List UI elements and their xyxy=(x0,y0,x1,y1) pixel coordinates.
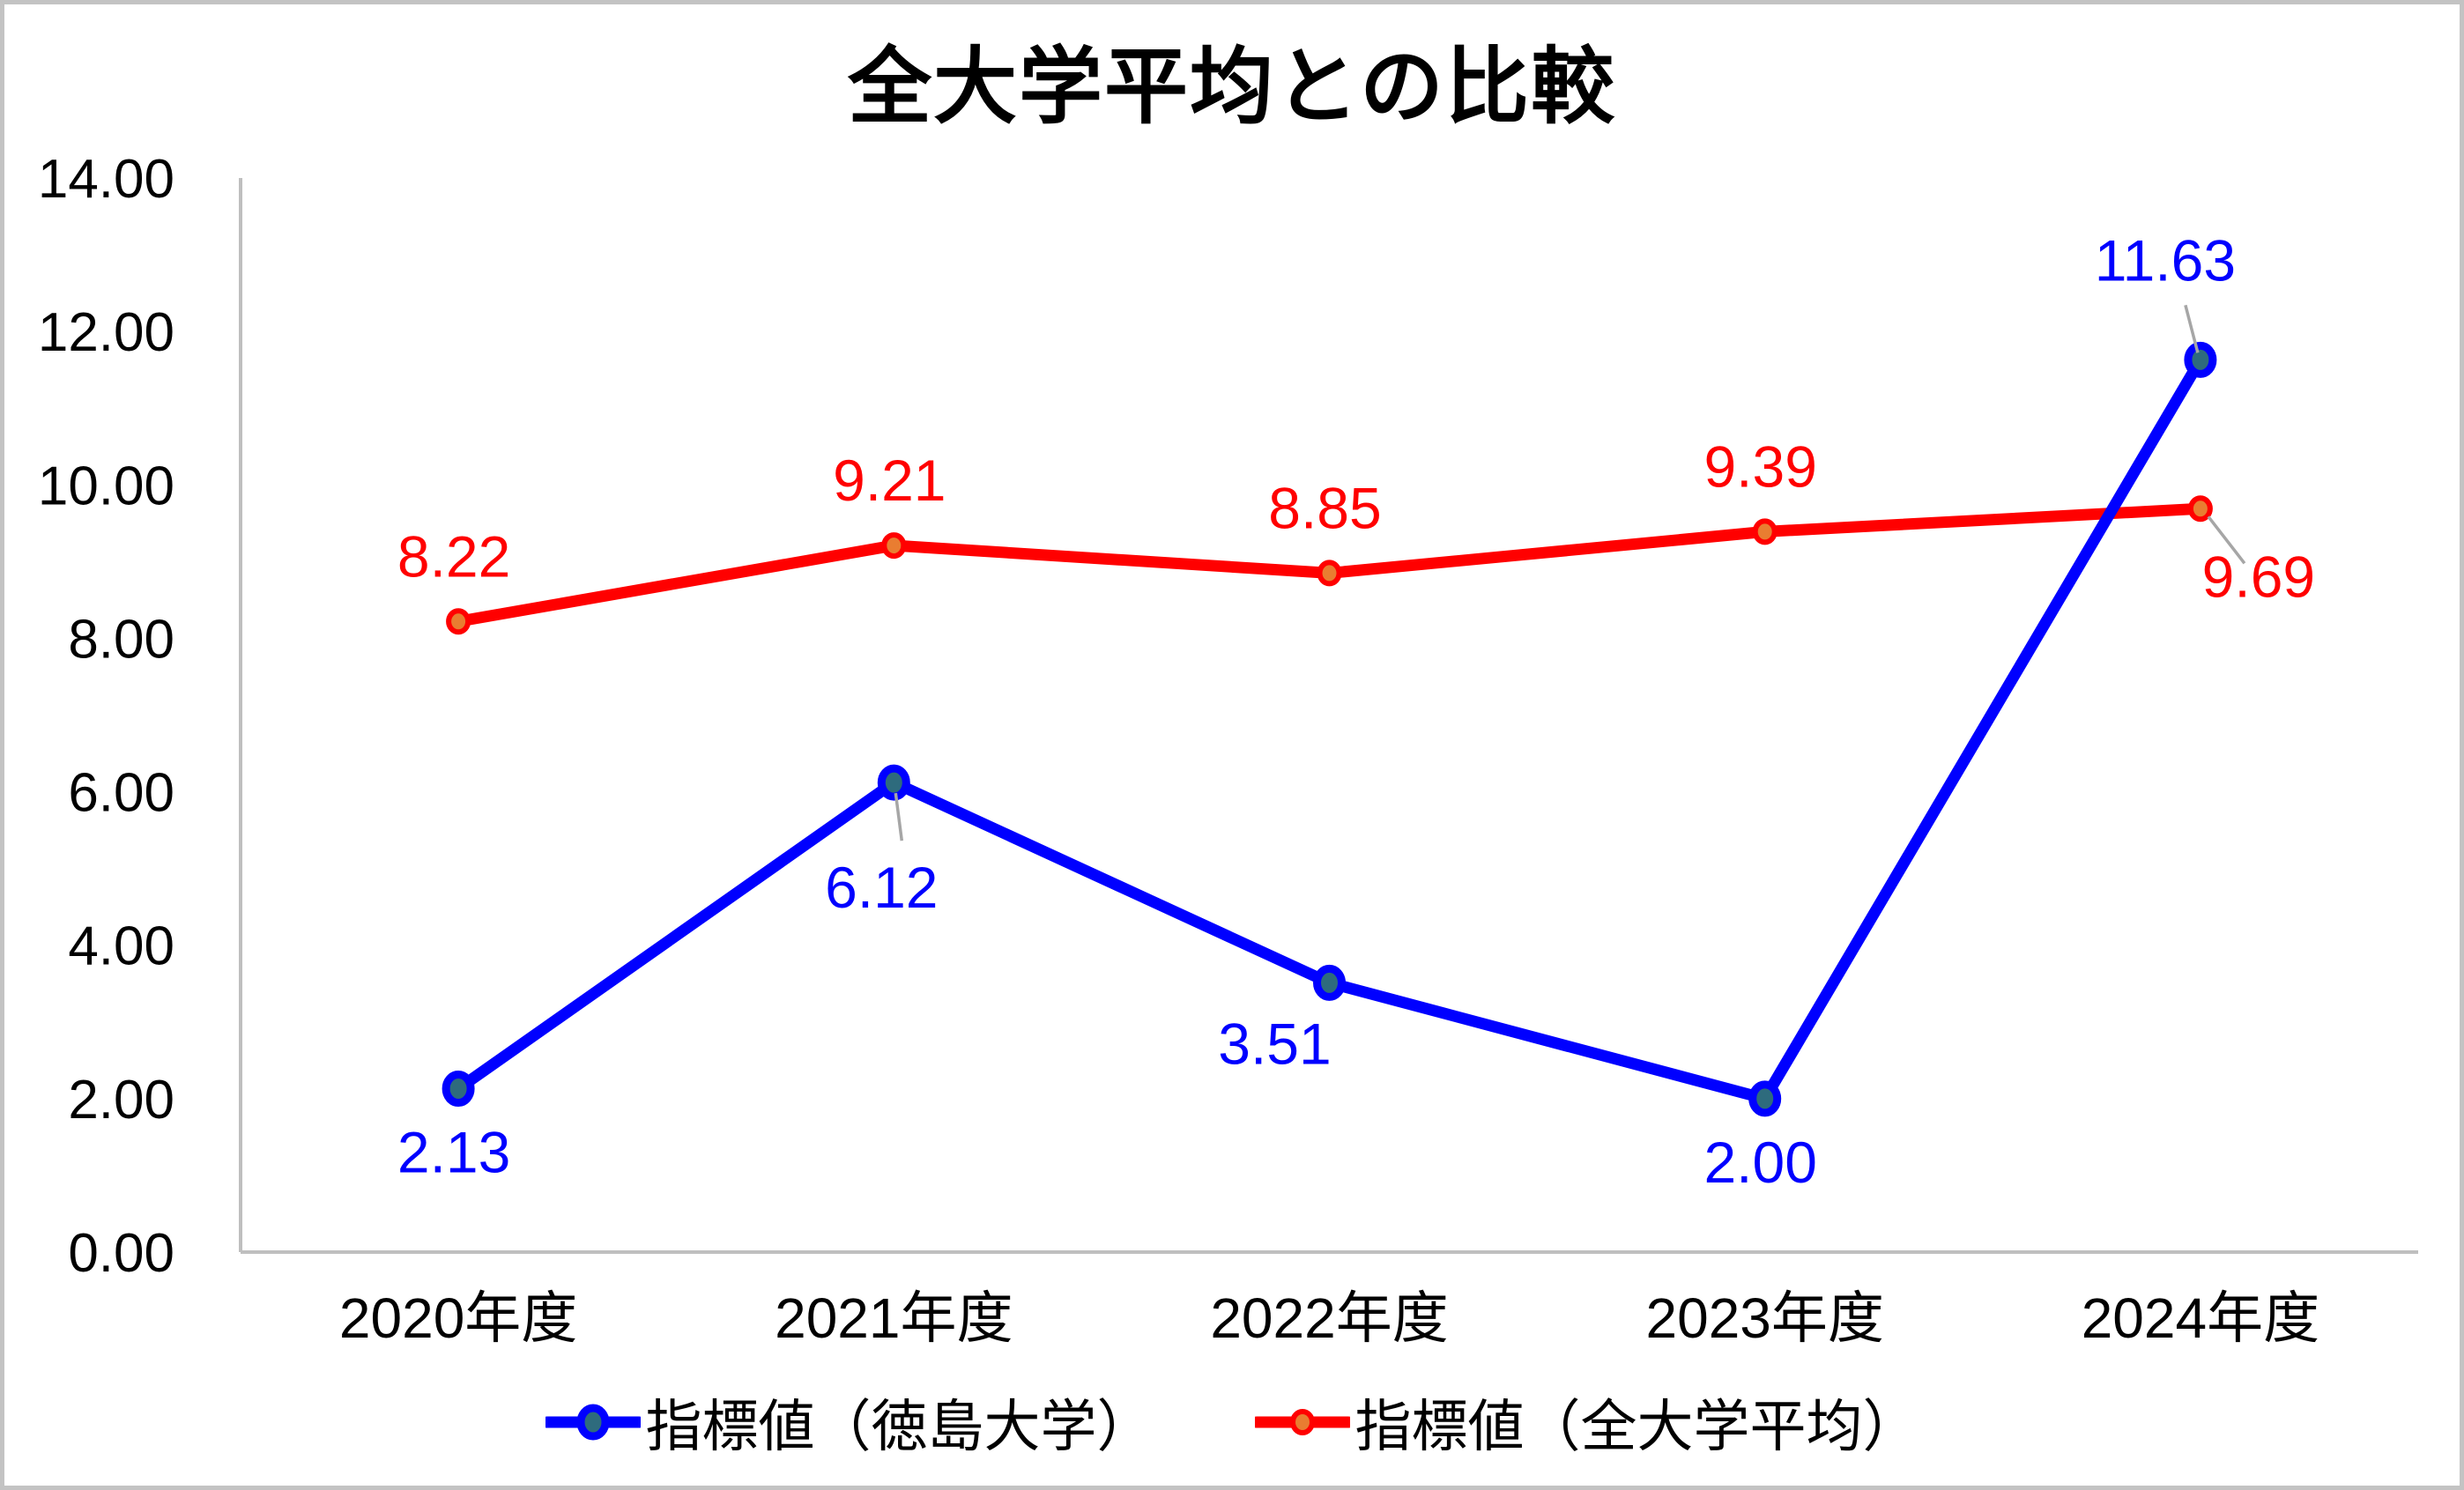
data-label: 9.69 xyxy=(2202,544,2315,609)
legend-item-tokushima: 指標値（徳島大学） xyxy=(545,1382,1154,1463)
legend-marker xyxy=(576,1404,609,1441)
data-label: 6.12 xyxy=(825,855,938,920)
data-point-marker xyxy=(2184,341,2217,378)
data-point-marker xyxy=(2187,495,2213,523)
data-label: 8.22 xyxy=(397,523,510,589)
legend-label-tokushima: 指標値（徳島大学） xyxy=(645,1395,1154,1458)
data-label: 9.21 xyxy=(833,448,946,513)
y-tick-label: 14.00 xyxy=(38,149,174,210)
data-point-marker xyxy=(1317,560,1342,587)
data-point-marker xyxy=(446,608,471,635)
label-leader-line xyxy=(2207,515,2246,565)
label-leader-line xyxy=(2184,304,2200,353)
y-tick-label: 6.00 xyxy=(68,763,174,824)
data-label: 8.85 xyxy=(1268,475,1381,540)
data-point-marker xyxy=(881,532,907,560)
data-point-marker xyxy=(1313,964,1346,1001)
legend-marker-zendaigaku-icon xyxy=(1254,1409,1350,1435)
label-leader-line xyxy=(894,792,904,841)
legend-item-zendaigaku: 指標値（全大学平均） xyxy=(1254,1382,1919,1463)
legend: 指標値（徳島大学） 指標値（全大学平均） xyxy=(0,1382,2464,1463)
x-category-label: 2022年度 xyxy=(1210,1286,1448,1350)
data-label: 3.51 xyxy=(1218,1011,1331,1076)
legend-label-zendaigaku: 指標値（全大学平均） xyxy=(1354,1395,1919,1458)
data-label: 11.63 xyxy=(2095,227,2236,293)
data-point-marker xyxy=(1752,518,1777,545)
data-label: 2.13 xyxy=(397,1120,510,1185)
y-tick-label: 8.00 xyxy=(68,609,174,670)
data-point-marker xyxy=(442,1071,475,1108)
y-tick-label: 0.00 xyxy=(68,1223,174,1284)
y-tick-label: 10.00 xyxy=(38,456,174,516)
x-category-label: 2023年度 xyxy=(1646,1286,1884,1350)
y-tick-label: 4.00 xyxy=(68,916,174,977)
data-label: 9.39 xyxy=(1703,434,1816,499)
legend-marker xyxy=(1289,1409,1315,1435)
data-point-marker xyxy=(877,764,910,801)
legend-marker-tokushima-icon xyxy=(545,1404,641,1441)
data-point-marker xyxy=(1748,1080,1782,1117)
y-tick-label: 12.00 xyxy=(38,302,174,363)
y-tick-label: 2.00 xyxy=(68,1070,174,1130)
chart-title: 全大学平均との比較 xyxy=(847,41,1617,134)
x-category-label: 2024年度 xyxy=(2082,1286,2319,1350)
x-category-label: 2021年度 xyxy=(775,1286,1013,1350)
data-label: 2.00 xyxy=(1703,1130,1816,1195)
x-category-label: 2020年度 xyxy=(339,1286,577,1350)
